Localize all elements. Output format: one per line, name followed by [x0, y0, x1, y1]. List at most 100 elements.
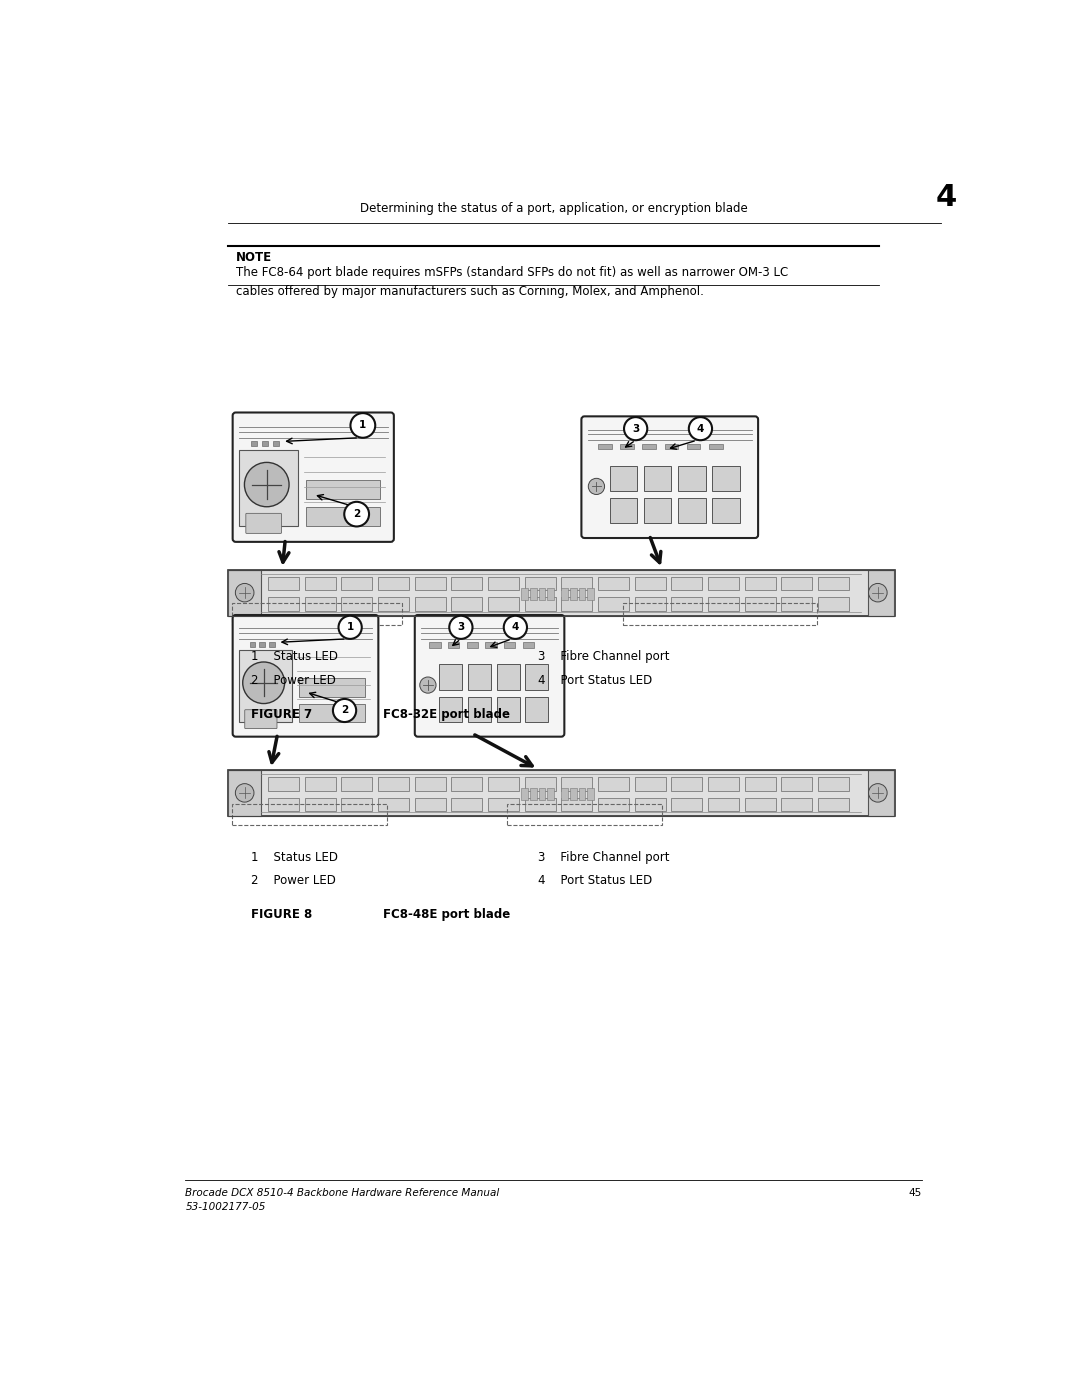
- Bar: [635, 577, 665, 591]
- Text: 1: 1: [360, 420, 366, 430]
- Bar: [341, 798, 373, 812]
- Circle shape: [243, 662, 284, 704]
- Bar: [525, 577, 556, 591]
- Bar: [298, 678, 365, 697]
- Bar: [259, 643, 265, 647]
- Circle shape: [868, 784, 887, 802]
- Bar: [610, 465, 637, 490]
- Bar: [781, 577, 812, 591]
- Text: 3: 3: [632, 423, 639, 433]
- Bar: [268, 798, 299, 812]
- Bar: [525, 798, 556, 812]
- Bar: [440, 665, 462, 690]
- Bar: [415, 577, 446, 591]
- Bar: [273, 441, 279, 447]
- Bar: [707, 598, 739, 610]
- Text: The FC8-64 port blade requires mSFPs (standard SFPs do not fit) as well as narro: The FC8-64 port blade requires mSFPs (st…: [235, 267, 788, 298]
- Text: 45: 45: [908, 1187, 921, 1197]
- Bar: [744, 598, 775, 610]
- Circle shape: [235, 784, 254, 802]
- Bar: [488, 777, 519, 791]
- Bar: [306, 507, 380, 527]
- Bar: [818, 798, 849, 812]
- Circle shape: [503, 616, 527, 638]
- Bar: [269, 643, 274, 647]
- Bar: [298, 704, 365, 722]
- Circle shape: [345, 502, 369, 527]
- Bar: [672, 598, 702, 610]
- Text: 2    Power LED: 2 Power LED: [252, 873, 336, 887]
- Bar: [228, 770, 894, 816]
- Bar: [262, 441, 268, 447]
- Bar: [378, 598, 409, 610]
- Bar: [525, 665, 549, 690]
- Bar: [623, 604, 816, 624]
- Bar: [570, 788, 577, 800]
- Bar: [818, 777, 849, 791]
- Circle shape: [449, 616, 473, 638]
- Bar: [868, 570, 894, 616]
- Circle shape: [868, 584, 887, 602]
- Bar: [485, 643, 497, 648]
- Bar: [678, 465, 705, 490]
- Bar: [378, 777, 409, 791]
- Circle shape: [235, 584, 254, 602]
- Text: 2: 2: [341, 705, 348, 715]
- Bar: [305, 777, 336, 791]
- Bar: [562, 798, 593, 812]
- Bar: [252, 441, 257, 447]
- Bar: [672, 798, 702, 812]
- Text: 1    Status LED: 1 Status LED: [252, 851, 338, 863]
- Bar: [744, 798, 775, 812]
- Bar: [305, 798, 336, 812]
- Bar: [598, 444, 611, 450]
- Bar: [523, 643, 534, 648]
- Bar: [818, 598, 849, 610]
- Bar: [744, 577, 775, 591]
- Bar: [588, 588, 594, 599]
- Bar: [525, 777, 556, 791]
- Bar: [713, 465, 740, 490]
- Bar: [468, 697, 491, 722]
- Circle shape: [624, 418, 647, 440]
- Bar: [620, 444, 634, 450]
- Bar: [562, 788, 568, 800]
- Text: Brocade DCX 8510-4 Backbone Hardware Reference Manual
53-1002177-05: Brocade DCX 8510-4 Backbone Hardware Ref…: [186, 1187, 500, 1211]
- Bar: [249, 643, 255, 647]
- Bar: [488, 598, 519, 610]
- Text: Determining the status of a port, application, or encryption blade: Determining the status of a port, applic…: [360, 203, 747, 215]
- Bar: [548, 588, 554, 599]
- Bar: [598, 598, 629, 610]
- Bar: [672, 577, 702, 591]
- Bar: [781, 798, 812, 812]
- Bar: [507, 803, 662, 826]
- Bar: [415, 798, 446, 812]
- Bar: [635, 777, 665, 791]
- Bar: [644, 465, 672, 490]
- Bar: [713, 497, 740, 524]
- Text: 1    Status LED: 1 Status LED: [252, 651, 338, 664]
- Bar: [678, 497, 705, 524]
- Text: 4    Port Status LED: 4 Port Status LED: [538, 873, 652, 887]
- Bar: [664, 444, 678, 450]
- Bar: [232, 604, 403, 624]
- Circle shape: [689, 418, 712, 440]
- Text: 3: 3: [457, 622, 464, 633]
- Bar: [448, 643, 459, 648]
- Bar: [781, 598, 812, 610]
- FancyBboxPatch shape: [232, 412, 394, 542]
- Bar: [522, 788, 528, 800]
- Bar: [228, 570, 261, 616]
- Text: 3    Fibre Channel port: 3 Fibre Channel port: [538, 651, 670, 664]
- Bar: [497, 665, 519, 690]
- Bar: [378, 577, 409, 591]
- Bar: [707, 577, 739, 591]
- Bar: [504, 643, 515, 648]
- Circle shape: [244, 462, 289, 507]
- Bar: [522, 588, 528, 599]
- Bar: [415, 598, 446, 610]
- Bar: [232, 803, 387, 826]
- Circle shape: [350, 414, 375, 437]
- Bar: [415, 777, 446, 791]
- Text: FIGURE 7: FIGURE 7: [252, 708, 312, 721]
